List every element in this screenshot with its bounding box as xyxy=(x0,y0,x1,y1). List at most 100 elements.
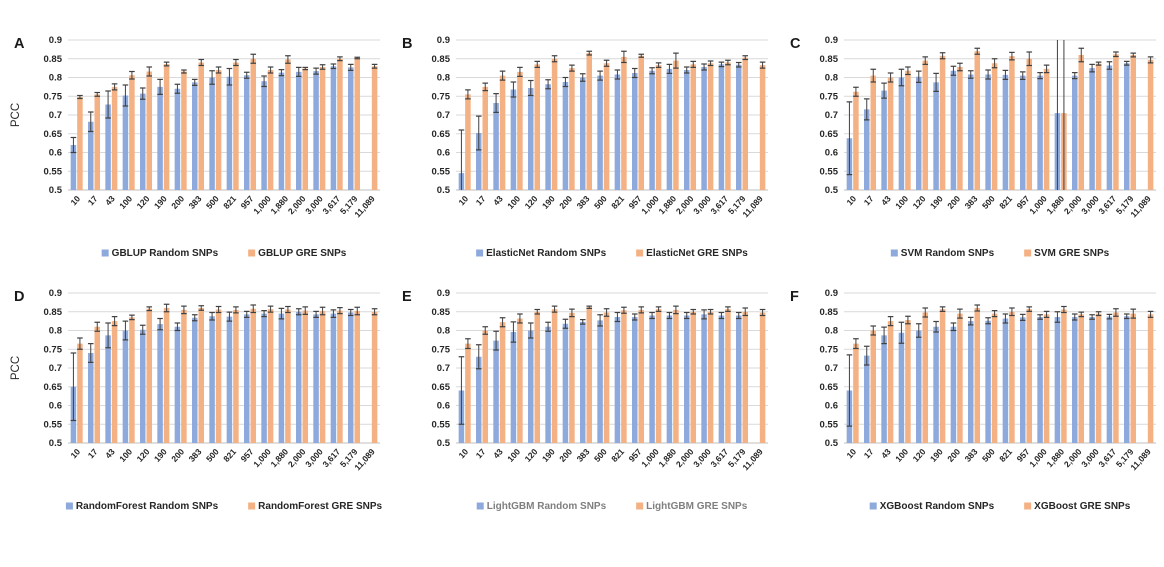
legend: RandomForest Random SNPs RandomForest GRE… xyxy=(65,501,383,512)
x-tick-label: 821 xyxy=(609,193,626,210)
y-tick-label: 0.9 xyxy=(437,288,450,299)
bar-gre xyxy=(146,308,152,443)
bar-random xyxy=(632,73,638,190)
bar-gre xyxy=(725,62,731,190)
panel-letter: A xyxy=(14,36,25,52)
bar-gre xyxy=(759,312,766,443)
bar-random xyxy=(70,145,77,190)
bar-gre xyxy=(319,311,326,443)
bar-gre xyxy=(302,310,308,443)
x-tick-label: 10 xyxy=(844,446,858,460)
panel-letter: E xyxy=(402,289,412,305)
bar-gre xyxy=(77,343,83,443)
bar-gre xyxy=(371,311,378,443)
y-tick-label: 0.6 xyxy=(49,401,62,412)
y-tick-label: 0.6 xyxy=(49,148,62,159)
bar-random xyxy=(174,88,181,190)
bar-gre xyxy=(233,62,239,190)
bar-random xyxy=(916,330,922,443)
bar-random xyxy=(174,326,181,443)
bar-random xyxy=(261,313,267,443)
y-tick-label: 0.5 xyxy=(825,438,839,449)
bar-random xyxy=(122,95,129,190)
y-tick-label: 0.85 xyxy=(44,54,63,65)
bar-random xyxy=(528,330,534,443)
legend-swatch-gre xyxy=(1024,249,1032,257)
bar-random xyxy=(348,312,354,443)
bar-random xyxy=(493,340,499,443)
bar-random xyxy=(1020,75,1026,190)
bar-random xyxy=(88,121,94,190)
legend: SVM Random SNPs SVM GRE SNPs xyxy=(890,248,1110,259)
y-tick-label: 0.85 xyxy=(432,307,451,318)
x-tick-label: 383 xyxy=(575,446,592,463)
bar-gre xyxy=(1130,313,1136,443)
x-tick-label: 500 xyxy=(204,446,221,463)
x-tick-label: 821 xyxy=(997,446,1014,463)
x-tick-label: 17 xyxy=(474,193,488,207)
y-tick-label: 0.65 xyxy=(432,382,451,393)
bar-random xyxy=(701,314,707,443)
bar-gre xyxy=(690,311,696,443)
legend-label: XGBoost Random SNPs xyxy=(880,501,995,512)
panel-A: 0.9 0.85 0.8 0.75 0.7 0.65 0.6 0.55 0.5 A PCC 10 17 4… xyxy=(6,28,386,280)
x-tick-label: 120 xyxy=(135,193,152,210)
x-tick-label: 10 xyxy=(456,446,470,460)
bar-random xyxy=(580,321,586,443)
bar-random xyxy=(562,323,569,443)
bar-gre xyxy=(673,60,679,190)
bar-gre xyxy=(655,309,662,443)
y-tick-label: 0.55 xyxy=(432,166,451,177)
y-tick-label: 0.8 xyxy=(49,73,62,84)
x-tick-label: 43 xyxy=(103,446,117,460)
x-tick-label: 120 xyxy=(135,446,152,463)
y-tick-label: 0.7 xyxy=(825,110,838,121)
bar-random xyxy=(1037,75,1043,190)
x-tick-label: 100 xyxy=(117,446,134,463)
legend-swatch-gre xyxy=(636,249,644,257)
x-tick-label: 2,000 xyxy=(1062,193,1084,216)
y-axis-title: PCC xyxy=(10,103,22,127)
bar-gre xyxy=(163,308,170,443)
y-tick-label: 0.5 xyxy=(825,185,839,196)
legend-swatch-random xyxy=(890,249,898,257)
bar-random xyxy=(313,314,319,443)
y-tick-label: 0.8 xyxy=(825,73,838,84)
bar-random xyxy=(1106,65,1113,190)
bar-random xyxy=(684,70,690,190)
bar-random xyxy=(666,315,673,443)
y-tick-label: 0.6 xyxy=(437,148,450,159)
bar-gre xyxy=(1026,309,1032,443)
bar-gre xyxy=(129,75,135,190)
bar-random xyxy=(88,353,94,443)
x-tick-label: 3,617 xyxy=(708,446,730,469)
bar-gre xyxy=(603,312,610,443)
bar-random xyxy=(1054,317,1061,443)
bar-random xyxy=(933,326,939,443)
legend-swatch-random xyxy=(65,502,73,510)
bar-gre xyxy=(586,307,592,443)
x-tick-label: 1,880 xyxy=(1044,193,1066,216)
x-tick-label: 1,000 xyxy=(251,193,273,216)
bar-random xyxy=(968,74,974,190)
bar-random xyxy=(105,335,111,443)
bar-gre xyxy=(621,56,627,190)
y-tick-label: 0.75 xyxy=(44,91,63,102)
x-tick-label: 821 xyxy=(609,446,626,463)
bar-random xyxy=(898,332,905,443)
bar-gre xyxy=(551,309,558,443)
x-tick-label: 1,880 xyxy=(268,193,290,216)
x-tick-label: 190 xyxy=(928,193,945,210)
y-tick-label: 0.8 xyxy=(49,326,62,337)
bar-gre xyxy=(233,309,239,443)
x-tick-label: 3,000 xyxy=(691,446,713,469)
bar-gre xyxy=(870,75,876,190)
bar-random xyxy=(1089,317,1095,443)
x-tick-label: 120 xyxy=(523,446,540,463)
legend-label: LightGBM Random SNPs xyxy=(487,501,607,512)
bar-random xyxy=(1002,74,1009,190)
y-tick-label: 0.5 xyxy=(437,438,451,449)
legend-swatch-random xyxy=(101,249,109,257)
x-tick-label: 17 xyxy=(86,446,100,460)
y-tick-label: 0.7 xyxy=(437,363,450,374)
